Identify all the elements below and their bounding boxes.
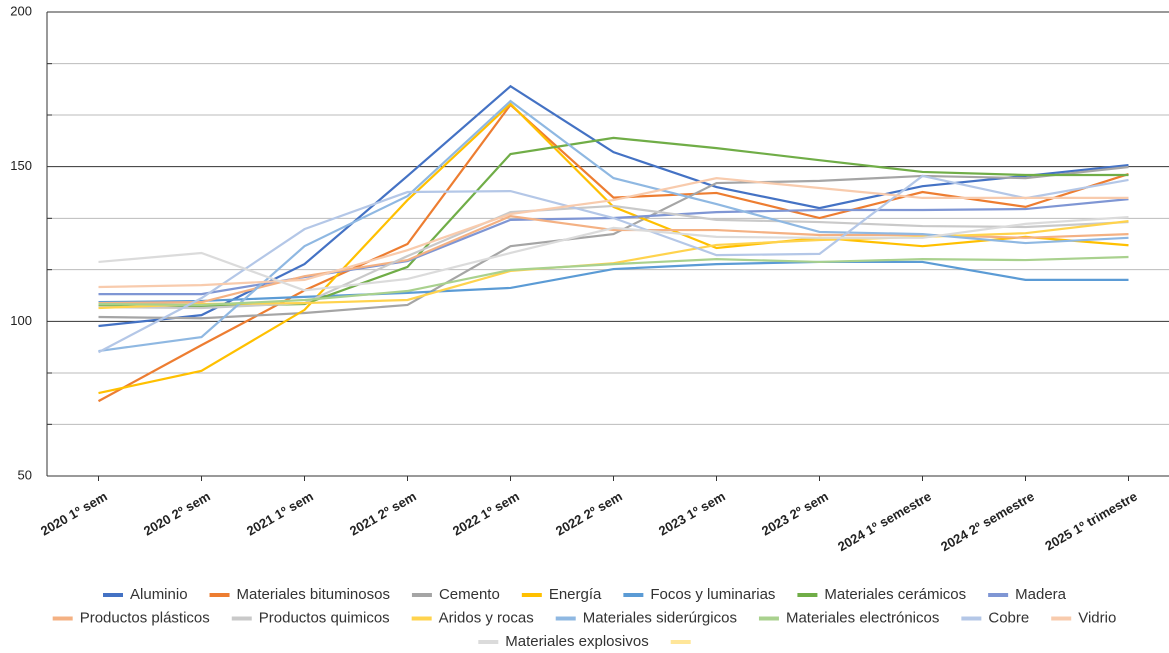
legend-item: Focos y luminarias <box>623 586 775 603</box>
legend-item: Productos quimicos <box>231 609 390 626</box>
x-tick-label: 2021 1º sem <box>244 489 316 539</box>
legend-item: Materiales explosivos <box>478 633 649 650</box>
x-tick-label: 2022 2º sem <box>553 489 625 539</box>
series-line <box>98 204 1129 310</box>
legend-label: Aridos y rocas <box>439 609 534 626</box>
series-line <box>98 136 1129 308</box>
series-line <box>98 165 1129 320</box>
y-tick-label: 150 <box>10 158 32 173</box>
x-tick-label: 2020 1º sem <box>38 489 110 539</box>
y-tick-label: 200 <box>10 3 32 18</box>
legend-label: Productos quimicos <box>259 609 390 626</box>
legend-item: Madera <box>988 586 1067 603</box>
legend-label: Aluminio <box>130 586 188 603</box>
legend-label: Materiales bituminosos <box>237 586 390 603</box>
legend-item: Energía <box>521 586 602 603</box>
x-tick-label: 2024 2º semestre <box>938 489 1037 555</box>
series-line <box>98 215 1129 292</box>
series-line <box>98 198 1129 296</box>
legend-item: Productos plásticos <box>52 609 210 626</box>
legend-label: Madera <box>1015 586 1067 603</box>
legend-label: Focos y luminarias <box>650 586 775 603</box>
legend-label: Materiales explosivos <box>505 633 648 650</box>
y-tick-label: 50 <box>18 467 32 482</box>
legend-item: Aridos y rocas <box>411 609 534 626</box>
x-tick-label: 2023 2º sem <box>759 489 831 539</box>
legend-item: Aluminio <box>103 586 188 603</box>
legend-item: Materiales siderúrgicos <box>555 609 737 626</box>
legend-label: Materiales siderúrgicos <box>583 609 737 626</box>
legend-label: Vidrio <box>1078 609 1116 626</box>
legend-item: Cobre <box>961 609 1029 626</box>
y-tick-label: 100 <box>10 313 32 328</box>
x-tick-label: 2021 2º sem <box>347 489 419 539</box>
legend-label: Cobre <box>988 609 1029 626</box>
series-line <box>98 177 1129 289</box>
legend-item: Vidrio <box>1051 609 1116 626</box>
x-tick-label: 2022 1º sem <box>450 489 522 539</box>
legend-label: Cemento <box>439 586 500 603</box>
series-line <box>98 260 1129 304</box>
series-line <box>98 102 1129 395</box>
legend-item: Materiales bituminosos <box>209 586 390 603</box>
series-line <box>98 99 1129 353</box>
x-tick-label: 2020 2º sem <box>141 489 213 539</box>
x-tick-label: 2024 1º semestre <box>835 489 934 555</box>
legend-label: Productos plásticos <box>80 609 210 626</box>
x-tick-label: 2025 1º trimestre <box>1042 489 1139 554</box>
legend-item: Cemento <box>411 586 500 603</box>
series-line <box>98 255 1129 307</box>
legend-label: Materiales cerámicos <box>824 586 966 603</box>
legend-label: Materiales electrónicos <box>786 609 939 626</box>
x-tick-label: 2023 1º sem <box>656 489 728 539</box>
legend: Aluminio Materiales bituminosos Cemento Ene… <box>52 586 1116 650</box>
legend-item: Materiales cerámicos <box>797 586 966 603</box>
series-line <box>97 174 1129 354</box>
series-line <box>97 103 1129 403</box>
legend-label: Energía <box>549 586 602 603</box>
legend-item: Materiales electrónicos <box>758 609 939 626</box>
